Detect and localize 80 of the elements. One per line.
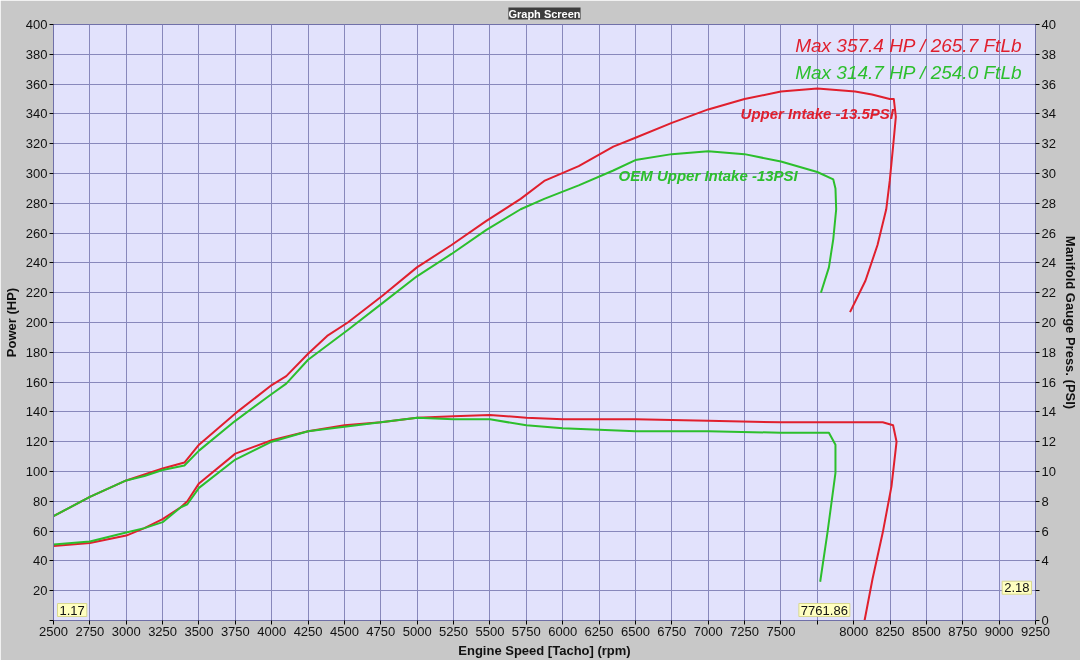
x-tick-label: 6500 [620,623,650,639]
y-tick-label: 60 [33,523,48,539]
annotation: 1.17 [59,602,85,618]
x-tick-label: 2750 [75,623,105,639]
y2-tick-label: 8 [1041,493,1049,509]
x-tick-label: 5750 [511,623,541,639]
y2-tick-label: 40 [1041,17,1056,32]
y2-tick-label: 14 [1041,404,1056,420]
y2-tick-label: 38 [1041,46,1056,62]
y-tick-label: 380 [25,46,48,62]
y-tick-label: 180 [25,344,48,360]
y2-tick-label: 20 [1041,315,1056,330]
y2-tick-label: 0 [1041,613,1049,628]
x-tick-label: 4500 [330,623,359,639]
y-tick-label: 400 [25,17,48,32]
y2-axis-title: Manifold Gauge Press. (PSI) [1062,235,1078,410]
y-tick-label: 140 [25,404,48,420]
y2-tick-label: 26 [1041,225,1056,241]
annotation: Max 357.4 HP / 265.7 FtLb [795,34,1022,56]
y-tick-label: 280 [25,195,48,211]
x-tick-label: 8000 [839,623,869,639]
y-tick-label: 320 [25,136,48,152]
y-tick-label: 200 [25,315,48,330]
x-tick-label: 5000 [402,623,432,639]
x-tick-label: 3500 [184,623,214,639]
x-tick-label: 3750 [220,623,250,639]
line-series [53,413,898,621]
y-tick-label: 360 [25,76,48,92]
y-tick-label: 100 [25,464,48,479]
x-tick-label: 3000 [111,623,141,639]
x-tick-label: 8250 [875,623,905,639]
y-tick-label: 120 [25,434,48,450]
annotation: 2.18 [1004,580,1030,596]
y-tick-label: 160 [25,374,48,390]
x-tick-label: 6250 [584,623,614,639]
x-tick-label: 9000 [984,623,1014,639]
x-tick-label: 2500 [39,623,68,639]
y2-tick-label: 32 [1041,136,1056,152]
annotation: 7761.86 [800,602,848,618]
x-axis-title: Engine Speed [Tacho] (rpm) [458,642,631,658]
y2-tick-label: 6 [1041,523,1049,539]
x-tick-label: 7250 [730,623,759,639]
y-tick-label: 300 [25,166,48,181]
y-axis-title: Power (HP) [3,287,19,358]
x-tick-label: 4250 [293,623,323,639]
y-tick-label: 240 [25,255,48,271]
x-tick-label: 5500 [475,623,505,639]
x-tick-label: 7500 [766,623,796,639]
y2-tick-label: 36 [1041,76,1056,92]
y-tick-label: 220 [25,285,48,301]
y2-tick-label: 30 [1041,166,1056,181]
line-series [53,416,837,583]
y2-tick-label: 4 [1041,553,1049,569]
x-tick-label: 6750 [657,623,687,639]
x-tick-label: 5250 [439,623,469,639]
y-tick-label: 340 [25,106,48,122]
x-tick-label: 4000 [257,623,287,639]
y2-tick-label: 22 [1041,285,1056,301]
annotation: Max 314.7 HP / 254.0 FtLb [795,61,1022,83]
x-tick-label: 7000 [693,623,723,639]
y-tick-label: 40 [33,553,48,569]
x-tick-label: 6000 [548,623,578,639]
y-tick-label: 80 [33,493,48,509]
y2-tick-label: 24 [1041,255,1056,271]
line-series [53,150,838,518]
x-tick-label: 8750 [948,623,978,639]
series-label: OEM Upper Intake -13PSI [618,167,799,185]
y-tick-label: 20 [33,583,48,599]
x-tick-label: 8500 [911,623,941,639]
y2-tick-label: 18 [1041,344,1056,360]
y-tick-label: 260 [25,225,48,241]
x-tick-label: 4750 [366,623,396,639]
x-tick-label: 3250 [148,623,178,639]
y2-tick-label: 16 [1041,374,1056,390]
chart-title: Graph Screen [508,7,581,20]
y2-tick-label: 10 [1041,464,1056,479]
y2-tick-label: 28 [1041,195,1056,211]
y2-tick-label: 34 [1041,106,1056,122]
series-label: Upper Intake -13.5PSI [740,104,895,122]
y2-tick-label: 12 [1041,434,1056,450]
